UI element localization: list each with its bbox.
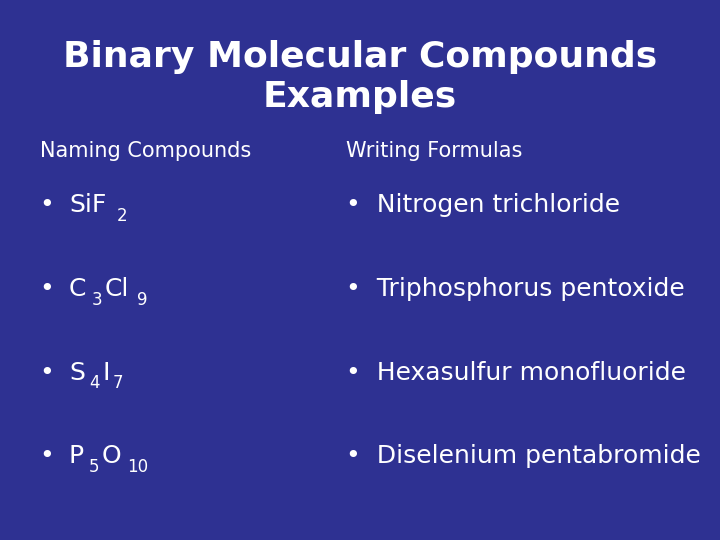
Text: •: • <box>40 193 63 217</box>
Text: P: P <box>69 444 84 468</box>
Text: 5: 5 <box>89 458 99 476</box>
Text: Examples: Examples <box>263 80 457 114</box>
Text: •  Nitrogen trichloride: • Nitrogen trichloride <box>346 193 620 217</box>
Text: Cl: Cl <box>105 277 130 301</box>
Text: O: O <box>102 444 122 468</box>
Text: •: • <box>40 361 63 384</box>
Text: Binary Molecular Compounds: Binary Molecular Compounds <box>63 40 657 73</box>
Text: •  Diselenium pentabromide: • Diselenium pentabromide <box>346 444 701 468</box>
Text: I: I <box>103 361 110 384</box>
Text: SiF: SiF <box>69 193 107 217</box>
Text: S: S <box>69 361 85 384</box>
Text: 2: 2 <box>117 207 128 225</box>
Text: •: • <box>40 444 63 468</box>
Text: •  Triphosphorus pentoxide: • Triphosphorus pentoxide <box>346 277 684 301</box>
Text: C: C <box>69 277 86 301</box>
Text: 9: 9 <box>137 291 147 309</box>
Text: Writing Formulas: Writing Formulas <box>346 141 522 161</box>
Text: 10: 10 <box>127 458 148 476</box>
Text: 7: 7 <box>112 374 123 393</box>
Text: Naming Compounds: Naming Compounds <box>40 141 251 161</box>
Text: •  Hexasulfur monofluoride: • Hexasulfur monofluoride <box>346 361 685 384</box>
Text: •: • <box>40 277 63 301</box>
Text: 3: 3 <box>91 291 102 309</box>
Text: 4: 4 <box>89 374 100 393</box>
